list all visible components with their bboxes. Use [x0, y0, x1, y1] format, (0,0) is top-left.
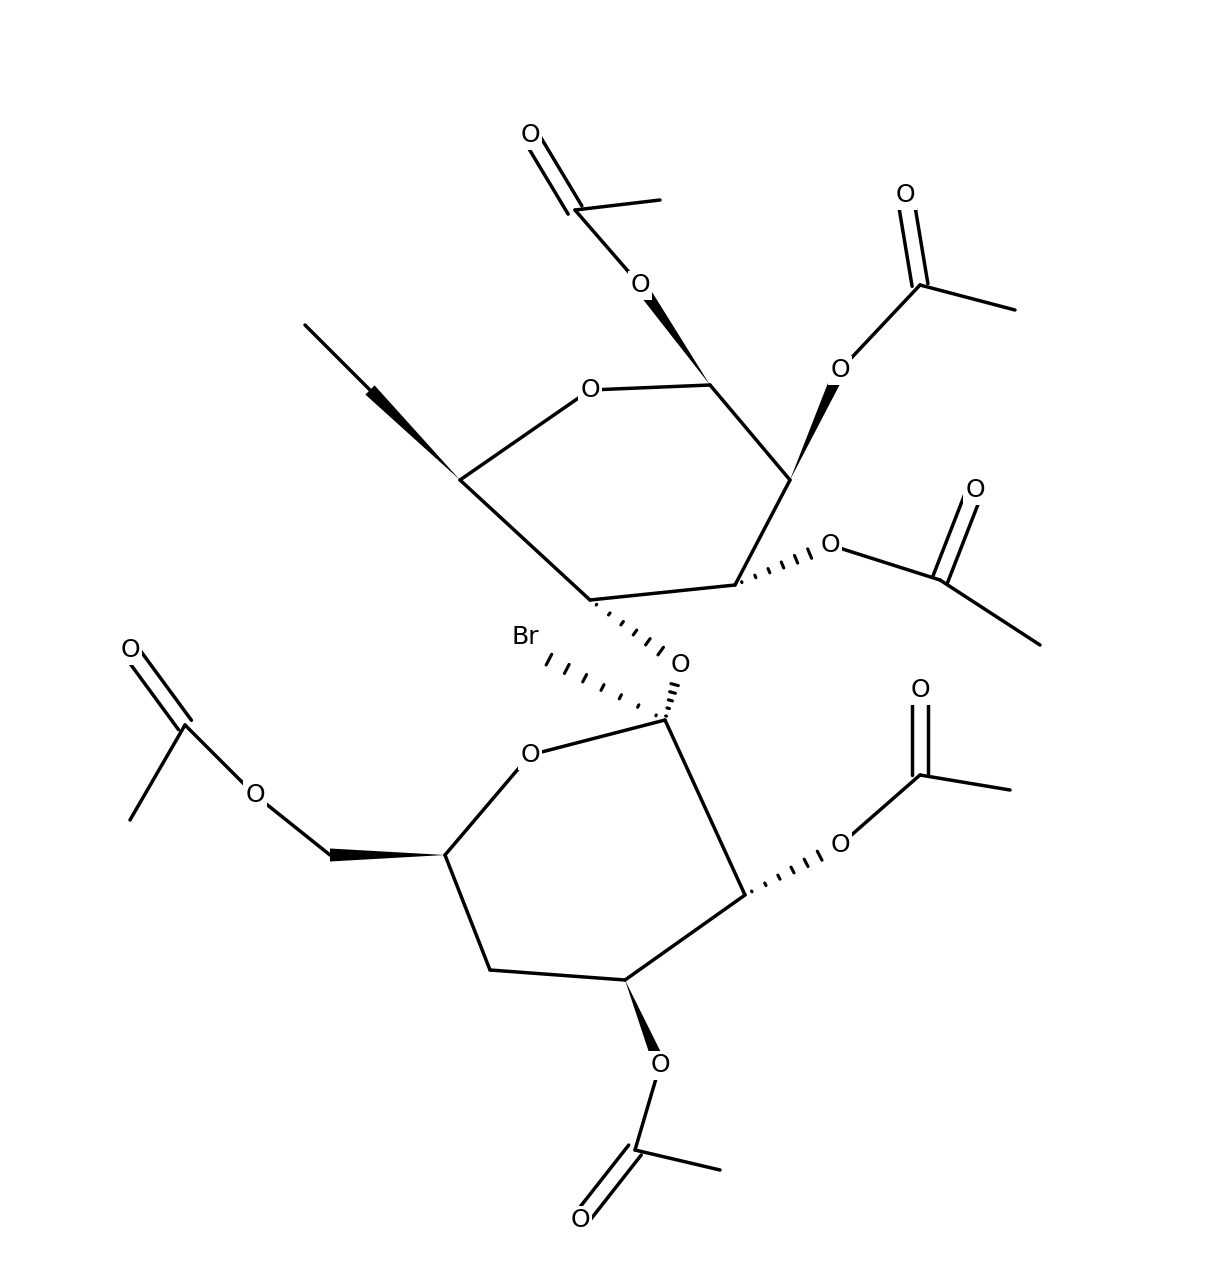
Text: O: O [570, 1208, 589, 1232]
Polygon shape [790, 368, 846, 480]
Text: O: O [246, 783, 265, 808]
Text: O: O [650, 1053, 670, 1076]
Text: O: O [820, 532, 840, 557]
Text: O: O [670, 653, 690, 676]
Text: O: O [910, 678, 929, 702]
Polygon shape [365, 386, 460, 480]
Text: O: O [830, 358, 849, 382]
Text: Br: Br [511, 625, 538, 649]
Text: O: O [895, 183, 915, 207]
Text: O: O [520, 743, 540, 766]
Text: O: O [120, 638, 140, 662]
Text: O: O [630, 273, 650, 297]
Polygon shape [635, 282, 710, 385]
Text: O: O [520, 123, 540, 147]
Text: O: O [966, 478, 985, 502]
Text: O: O [580, 378, 600, 403]
Polygon shape [330, 849, 445, 862]
Polygon shape [626, 980, 666, 1067]
Text: O: O [830, 833, 849, 856]
